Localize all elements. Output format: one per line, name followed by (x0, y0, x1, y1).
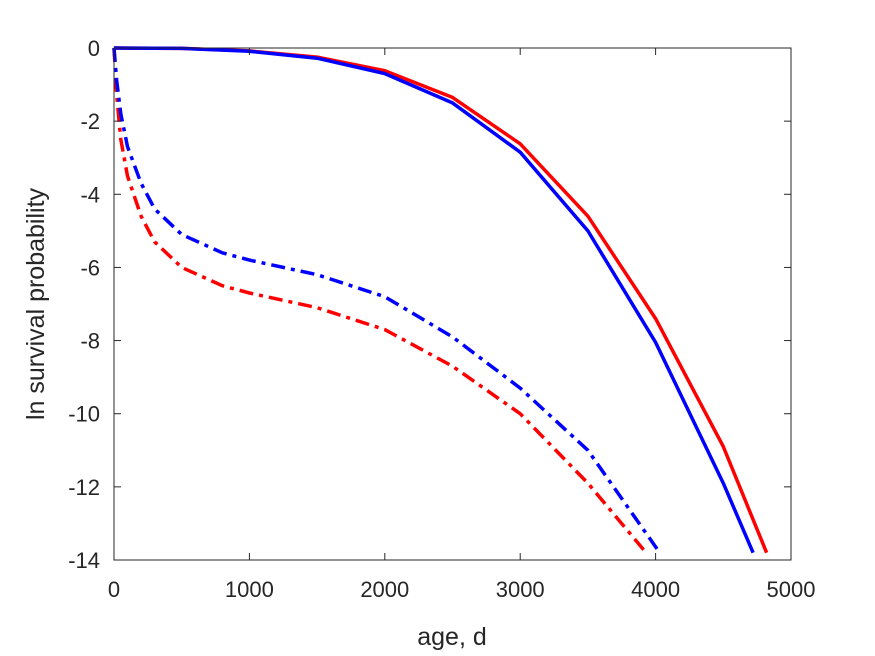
y-tick-label: -6 (80, 255, 100, 280)
y-tick-label: -2 (80, 109, 100, 134)
x-tick-label: 1000 (225, 577, 274, 602)
x-axis-label: age, d (417, 623, 487, 651)
plot-area (114, 48, 791, 560)
series-line-3 (112, 47, 648, 554)
axis-ticks: 0 1000 2000 3000 4000 5000 0 -2 -4 -6 -8 -10 -12 -14 (68, 36, 815, 602)
axes-box (113, 47, 792, 561)
y-tick-label: 0 (88, 36, 100, 61)
y-tick-label: -10 (68, 402, 100, 427)
y-tick-label: -14 (68, 548, 100, 573)
x-tick-label: 5000 (767, 577, 816, 602)
x-tick-label: 2000 (360, 577, 409, 602)
x-tick-label: 4000 (631, 577, 680, 602)
x-tick-label: 0 (108, 577, 120, 602)
x-tick-label: 3000 (496, 577, 545, 602)
y-tick-label: -12 (68, 475, 100, 500)
series-lines (112, 46, 769, 554)
y-axis-label: ln survival probability (22, 187, 50, 420)
series-line-2 (113, 46, 755, 554)
y-tick-label: -8 (80, 329, 100, 354)
series-line-4 (112, 47, 662, 554)
y-tick-label: -4 (80, 182, 100, 207)
